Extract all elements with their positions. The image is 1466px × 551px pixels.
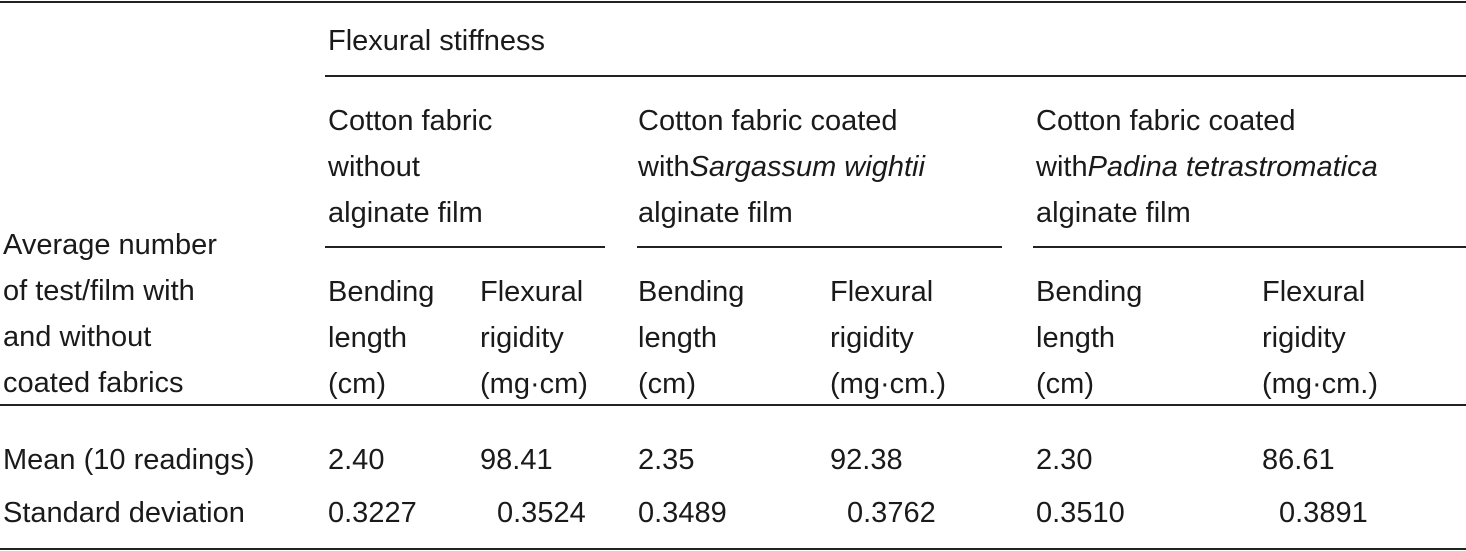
group-rule — [637, 246, 1002, 248]
row-header: Average number — [3, 229, 217, 261]
cell: 0.3227 — [328, 497, 417, 529]
cell: 2.30 — [1036, 444, 1093, 476]
spanner-rule — [325, 75, 1466, 77]
cell: 98.41 — [480, 444, 553, 476]
group-rule — [325, 246, 605, 248]
spanner-header: Flexural stiffness — [328, 25, 546, 57]
column-header: (cm) — [328, 368, 386, 400]
column-header: length — [1036, 322, 1116, 354]
column-header: length — [638, 322, 718, 354]
row-header: and without — [3, 321, 152, 353]
group-header: Cotton fabric coated — [638, 105, 898, 137]
column-header: Bending — [328, 276, 435, 308]
group-header: with — [1036, 151, 1088, 183]
column-header: (mg·cm.) — [830, 368, 946, 400]
cell: 92.38 — [830, 444, 903, 476]
row-header: of test/film with — [3, 275, 195, 307]
column-header: Flexural — [1262, 276, 1366, 308]
bottom-rule — [0, 548, 1466, 550]
column-header: length — [328, 322, 408, 354]
cell: 0.3891 — [1279, 497, 1368, 529]
group-header: Cotton fabric coated — [1036, 105, 1296, 137]
column-header: (cm) — [1036, 368, 1094, 400]
group-header: without — [328, 151, 420, 183]
cell: 2.35 — [638, 444, 695, 476]
group-header: alginate film — [328, 197, 483, 229]
top-rule — [0, 1, 1466, 3]
column-header: (mg·cm) — [480, 368, 588, 400]
column-header: (cm) — [638, 368, 696, 400]
column-header: (mg·cm.) — [1262, 368, 1378, 400]
column-header: rigidity — [1262, 322, 1346, 354]
group-header: Sargassum wightii — [689, 151, 925, 183]
cell: 0.3489 — [638, 497, 727, 529]
column-header: Flexural — [830, 276, 934, 308]
column-header: Flexural — [480, 276, 584, 308]
column-header: rigidity — [480, 322, 564, 354]
group-rule — [1033, 246, 1466, 248]
cell: 0.3762 — [847, 497, 936, 529]
group-header: with — [638, 151, 690, 183]
header-rule — [0, 404, 1466, 406]
row-label: Standard deviation — [3, 497, 245, 529]
group-header: Padina tetrastromatica — [1087, 151, 1378, 183]
column-header: Bending — [1036, 276, 1143, 308]
cell: 0.3524 — [497, 497, 586, 529]
cell: 86.61 — [1262, 444, 1335, 476]
column-header: rigidity — [830, 322, 914, 354]
row-label: Mean (10 readings) — [3, 444, 255, 476]
cell: 2.40 — [328, 444, 385, 476]
cell: 0.3510 — [1036, 497, 1125, 529]
group-header: alginate film — [1036, 197, 1191, 229]
row-header: coated fabrics — [3, 367, 184, 399]
group-header: Cotton fabric — [328, 105, 493, 137]
group-header: alginate film — [638, 197, 793, 229]
column-header: Bending — [638, 276, 745, 308]
